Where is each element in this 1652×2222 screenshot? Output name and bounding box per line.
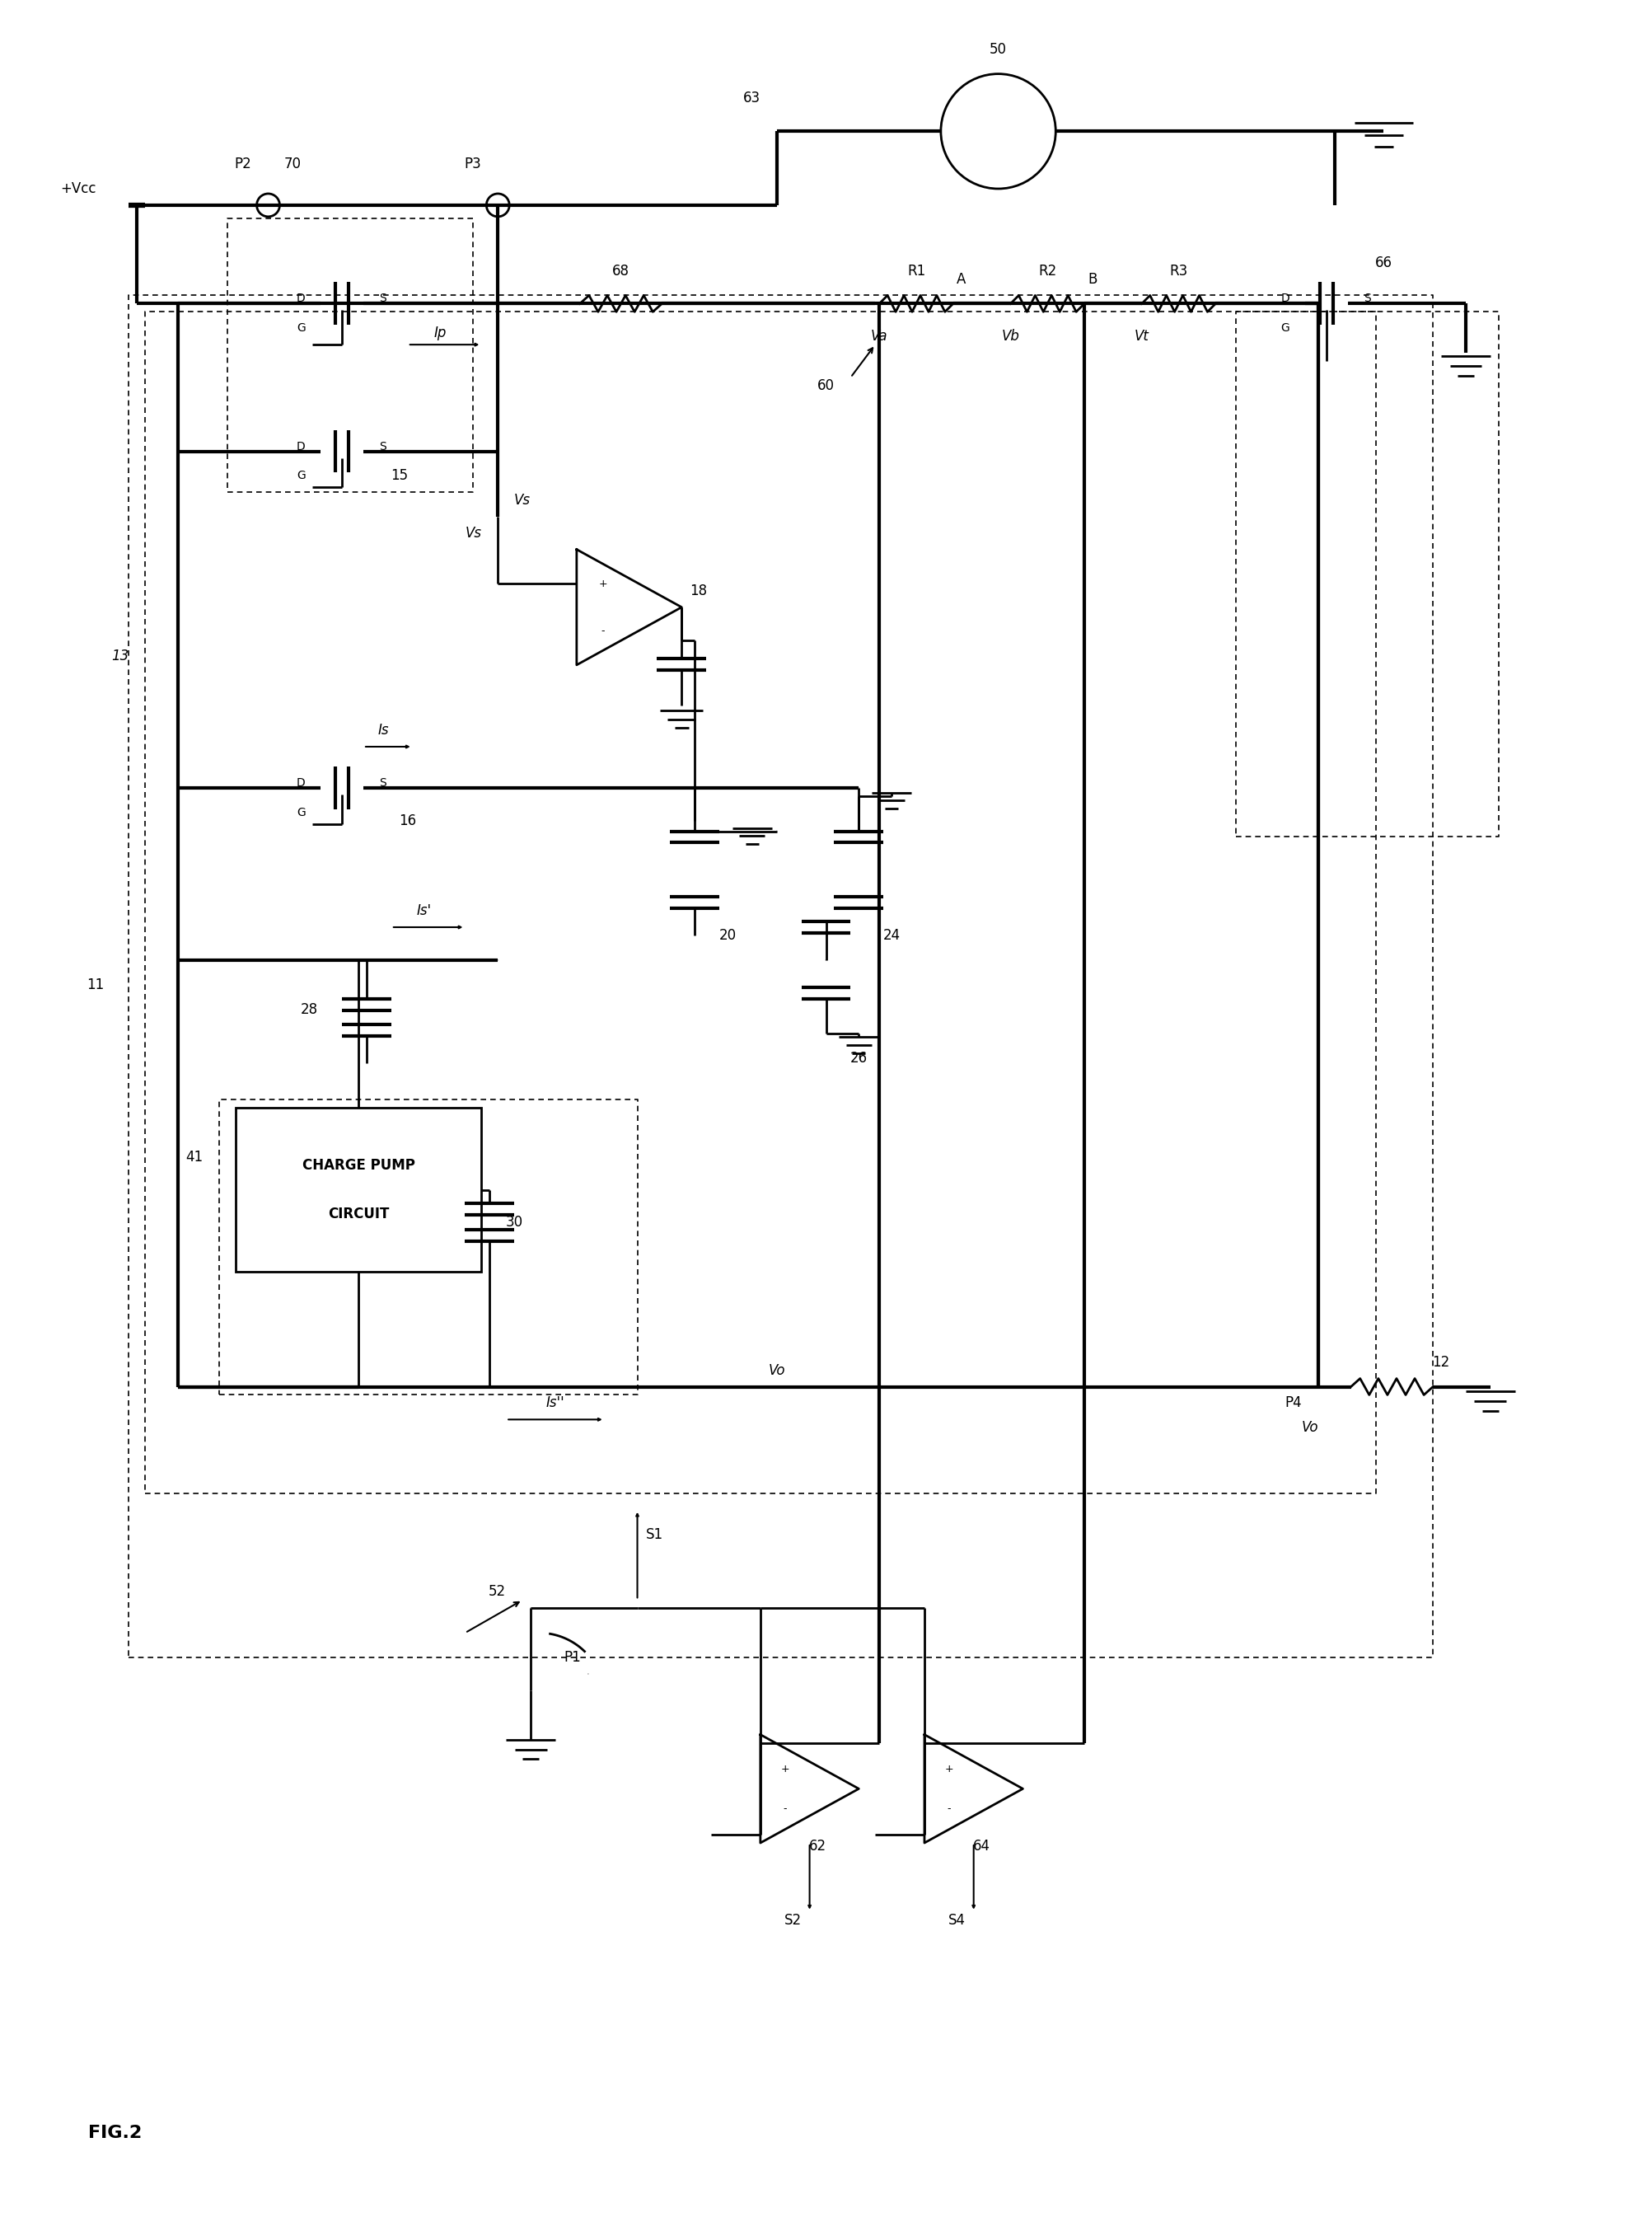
- Text: Vo: Vo: [768, 1362, 785, 1378]
- Text: Is: Is: [378, 722, 388, 738]
- Text: P3: P3: [464, 158, 481, 171]
- Text: S4: S4: [948, 1913, 965, 1926]
- Text: 24: 24: [882, 929, 900, 942]
- Text: S: S: [1365, 293, 1371, 304]
- Text: Vs: Vs: [514, 493, 530, 509]
- Text: FIG.2: FIG.2: [88, 2124, 142, 2142]
- Text: 26: 26: [851, 1051, 867, 1067]
- Text: CIRCUIT: CIRCUIT: [327, 1207, 390, 1222]
- Text: B: B: [1089, 271, 1097, 287]
- Text: 52: 52: [489, 1584, 506, 1600]
- Text: 60: 60: [818, 378, 834, 393]
- Text: D: D: [1280, 293, 1290, 304]
- Text: 50: 50: [990, 42, 1008, 58]
- Text: S: S: [380, 293, 387, 304]
- Text: +: +: [945, 1764, 953, 1775]
- Text: 15: 15: [392, 469, 408, 484]
- Text: +: +: [598, 578, 608, 589]
- Text: Vt: Vt: [1135, 329, 1150, 344]
- Text: A: A: [957, 271, 966, 287]
- Text: +Vcc: +Vcc: [59, 182, 96, 196]
- Text: CHARGE PUMP: CHARGE PUMP: [302, 1158, 415, 1173]
- Text: 41: 41: [185, 1149, 203, 1164]
- Text: G: G: [297, 322, 306, 333]
- Text: 20: 20: [719, 929, 737, 942]
- Text: S1: S1: [646, 1527, 662, 1542]
- Text: 11: 11: [86, 978, 104, 991]
- Text: R2: R2: [1039, 264, 1057, 278]
- Text: -: -: [947, 1802, 952, 1813]
- Text: 62: 62: [809, 1840, 826, 1853]
- Text: Is'': Is'': [545, 1395, 565, 1411]
- Text: S: S: [380, 778, 387, 789]
- Text: -: -: [601, 624, 605, 635]
- Text: -: -: [783, 1802, 786, 1813]
- Text: 66: 66: [1374, 256, 1393, 271]
- Text: G: G: [1280, 322, 1290, 333]
- Text: P1: P1: [563, 1651, 580, 1664]
- Text: P4: P4: [1285, 1395, 1302, 1411]
- Text: D: D: [297, 778, 306, 789]
- Text: R1: R1: [907, 264, 925, 278]
- Text: Vb: Vb: [1001, 329, 1019, 344]
- Text: Is': Is': [416, 904, 431, 918]
- Text: Ip: Ip: [434, 327, 446, 340]
- Text: 12: 12: [1432, 1355, 1450, 1369]
- Text: Va: Va: [871, 329, 887, 344]
- Text: 70: 70: [284, 158, 301, 171]
- Text: S: S: [380, 440, 387, 451]
- Text: D: D: [297, 293, 306, 304]
- Text: P2: P2: [235, 158, 251, 171]
- Text: G: G: [297, 807, 306, 818]
- Text: 63: 63: [743, 91, 762, 107]
- Text: 13: 13: [111, 649, 129, 664]
- Text: Vo: Vo: [1302, 1420, 1318, 1435]
- Text: 68: 68: [613, 264, 629, 278]
- Text: +: +: [781, 1764, 790, 1775]
- Text: 16: 16: [398, 813, 416, 829]
- Text: S2: S2: [785, 1913, 801, 1926]
- Text: 64: 64: [973, 1840, 991, 1853]
- Text: 18: 18: [689, 584, 707, 598]
- Text: D: D: [297, 440, 306, 451]
- Text: 30: 30: [506, 1215, 524, 1231]
- Bar: [235, 1109, 481, 1271]
- Text: G: G: [297, 471, 306, 482]
- Text: 28: 28: [301, 1002, 317, 1018]
- Text: Vs: Vs: [464, 527, 481, 540]
- Text: R3: R3: [1170, 264, 1188, 278]
